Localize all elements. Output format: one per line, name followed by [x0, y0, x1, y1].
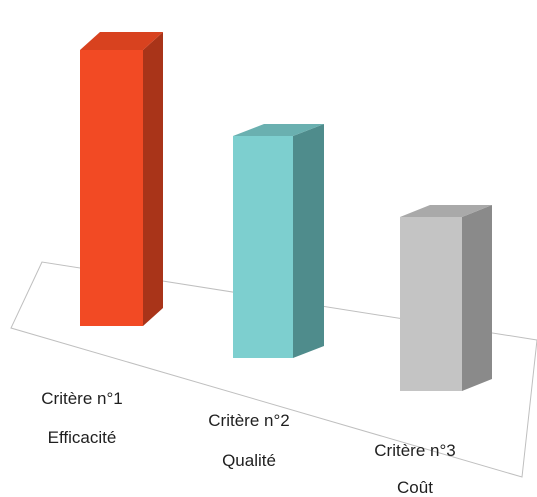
category-label-1-line1: Critère n°1	[41, 389, 122, 408]
category-labels: Critère n°1 Efficacité Critère n°2 Qualité C…	[41, 389, 455, 497]
category-label-3-line1: Critère n°3	[374, 441, 455, 460]
bar-2-front	[233, 136, 293, 358]
bar-1	[80, 32, 163, 326]
bar-1-side	[143, 32, 163, 326]
bar-2-side	[293, 124, 324, 358]
bar-3	[400, 205, 492, 391]
bar-2-top	[233, 124, 324, 136]
bar-3-side	[462, 205, 492, 391]
bar-3-top	[400, 205, 492, 217]
category-label-3-line2: Coût	[397, 478, 433, 497]
bar-1-front	[80, 50, 143, 326]
bar-3-front	[400, 217, 462, 391]
bar-2	[233, 124, 324, 358]
bar-1-top	[80, 32, 163, 50]
category-label-2-line2: Qualité	[222, 451, 276, 470]
chart-floor	[10, 261, 537, 478]
category-label-1-line2: Efficacité	[48, 428, 117, 447]
bars-group	[80, 32, 492, 391]
category-label-2-line1: Critère n°2	[208, 411, 289, 430]
